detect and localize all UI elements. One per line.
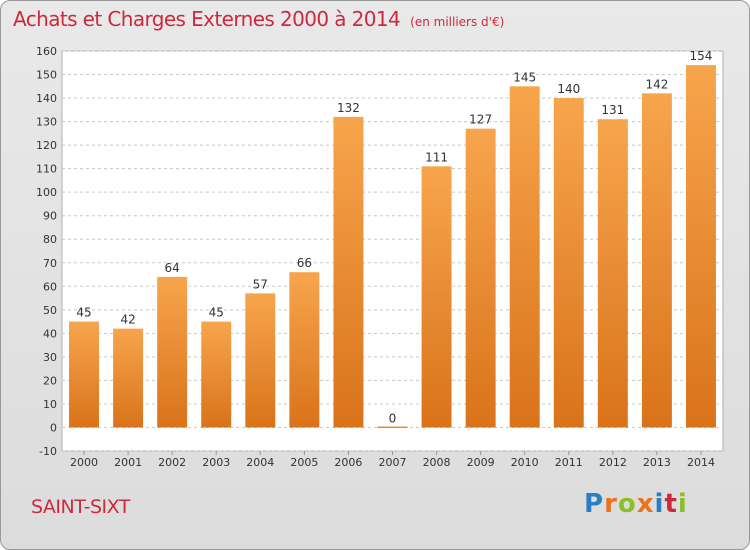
x-tick-label-2002: 2002 [158,456,186,469]
data-label-2002: 64 [165,261,180,275]
y-tick-label: 130 [36,116,57,129]
x-tick-label-2000: 2000 [70,456,98,469]
y-tick-label: 90 [43,210,57,223]
y-tick-label: -10 [39,445,57,458]
data-label-2013: 142 [645,77,668,91]
data-label-2010: 145 [513,70,536,84]
data-label-2005: 66 [297,256,312,270]
chart-title: Achats et Charges Externes 2000 à 2014 (e… [13,7,504,31]
data-label-2001: 42 [120,313,135,327]
x-tick-label-2008: 2008 [423,456,451,469]
y-tick-label: 140 [36,92,57,105]
y-tick-label: 10 [43,398,57,411]
bar-2001 [113,328,144,428]
bar-2002 [157,276,188,428]
proxiti-logo: Proxiti [584,489,688,519]
bar-2012 [597,119,628,428]
x-tick-label-2005: 2005 [290,456,318,469]
x-tick-label-2014: 2014 [687,456,715,469]
y-tick-label: 30 [43,351,57,364]
x-tick-label-2003: 2003 [202,456,230,469]
y-tick-label: 40 [43,327,57,340]
bar-2009 [465,128,496,428]
data-label-2007: 0 [389,411,397,425]
bar-2003 [201,321,232,428]
y-tick-label: 110 [36,163,57,176]
y-tick-label: 60 [43,280,57,293]
logo-letter: i [677,489,688,519]
y-tick-label: 80 [43,233,57,246]
data-label-2012: 131 [601,103,624,117]
chart-title-text: Achats et Charges Externes 2000 à 2014 [13,7,401,31]
y-tick-label: 150 [36,69,57,82]
bar-2007 [377,426,408,428]
x-tick-label-2001: 2001 [114,456,142,469]
bar-2011 [553,98,584,428]
logo-letter: t [664,489,678,519]
y-tick-label: 0 [50,421,57,434]
place-name: SAINT-SIXT [31,496,130,518]
y-tick-label: 160 [36,45,57,58]
logo-letter: o [617,489,637,519]
data-label-2009: 127 [469,113,492,127]
x-tick-label-2004: 2004 [246,456,274,469]
data-label-2004: 57 [253,277,268,291]
x-tick-label-2012: 2012 [599,456,627,469]
logo-letter: i [654,489,665,519]
logo-letter: r [604,489,618,519]
x-tick-label-2011: 2011 [555,456,583,469]
bar-2013 [641,93,672,428]
x-tick-label-2006: 2006 [334,456,362,469]
y-tick-label: 100 [36,186,57,199]
bar-2005 [289,272,320,428]
bar-2004 [245,293,276,428]
bar-2000 [69,321,100,428]
y-tick-label: 70 [43,257,57,270]
data-label-2011: 140 [557,82,580,96]
x-tick-label-2009: 2009 [467,456,495,469]
logo-letter: x [636,489,655,519]
data-label-2003: 45 [209,306,224,320]
x-tick-label-2010: 2010 [511,456,539,469]
chart-subtitle: (en milliers d'€) [410,15,505,29]
y-tick-label: 50 [43,304,57,317]
y-tick-label: 20 [43,374,57,387]
data-label-2006: 132 [337,101,360,115]
logo-letter: P [584,489,605,519]
data-label-2000: 45 [76,306,91,320]
bar-2006 [333,116,364,428]
data-label-2014: 154 [690,49,713,63]
x-tick-label-2013: 2013 [643,456,671,469]
bar-2008 [421,166,452,428]
bar-2014 [685,65,716,428]
y-tick-label: 120 [36,139,57,152]
data-label-2008: 111 [425,150,448,164]
bar-2010 [509,86,540,428]
x-tick-label-2007: 2007 [379,456,407,469]
